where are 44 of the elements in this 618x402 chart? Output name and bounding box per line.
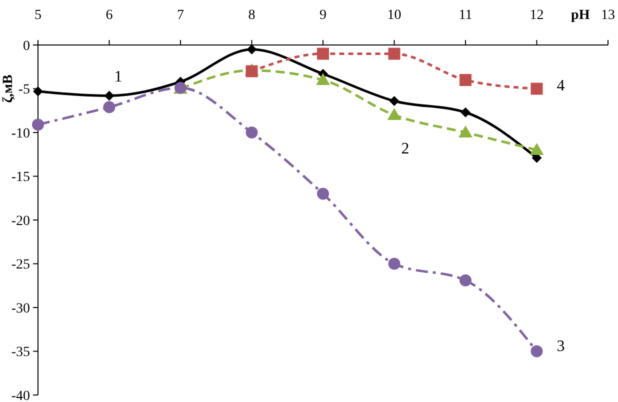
point: [530, 82, 543, 95]
x-tick-label: 10: [387, 8, 402, 23]
point: [32, 118, 44, 131]
point: [246, 44, 257, 54]
point: [33, 86, 43, 96]
x-tick-label: 13: [601, 8, 615, 23]
y-axis-title: ζ,мВ: [1, 74, 16, 103]
series-label: 4: [556, 77, 565, 94]
point: [530, 143, 544, 155]
point: [460, 274, 472, 286]
point: [387, 108, 402, 120]
x-tick-label: 12: [530, 8, 544, 23]
point: [388, 48, 400, 60]
y-tick-label: 0: [23, 38, 30, 54]
point: [246, 126, 258, 138]
y-tick-label: -30: [11, 301, 30, 316]
point: [530, 345, 543, 358]
series-label: 3: [556, 338, 565, 355]
x-tick-label: 9: [320, 8, 326, 23]
point: [316, 73, 330, 85]
point: [104, 90, 114, 101]
point: [460, 74, 472, 86]
x-tick-label: 5: [34, 8, 42, 23]
y-tick-label: -40: [11, 388, 30, 402]
point: [388, 258, 400, 270]
x-tick-label: 11: [458, 8, 472, 23]
y-tick-label: -5: [18, 82, 30, 98]
point: [458, 126, 472, 138]
point: [317, 48, 329, 60]
series-label: 1: [114, 68, 122, 86]
y-tick-label: -20: [11, 214, 30, 229]
x-tick-label: 7: [177, 8, 184, 23]
y-tick-label: -35: [11, 345, 30, 360]
x-axis-title: pH: [571, 8, 590, 23]
x-tick-label: 6: [106, 8, 113, 23]
point: [389, 96, 400, 106]
series-label: 2: [401, 140, 410, 158]
y-tick-label: -10: [11, 126, 30, 142]
y-tick-label: -15: [11, 170, 30, 186]
point: [460, 107, 470, 118]
point: [317, 188, 329, 200]
y-tick-label: -25: [11, 258, 30, 273]
x-tick-label: 8: [248, 8, 256, 23]
point: [103, 101, 116, 114]
